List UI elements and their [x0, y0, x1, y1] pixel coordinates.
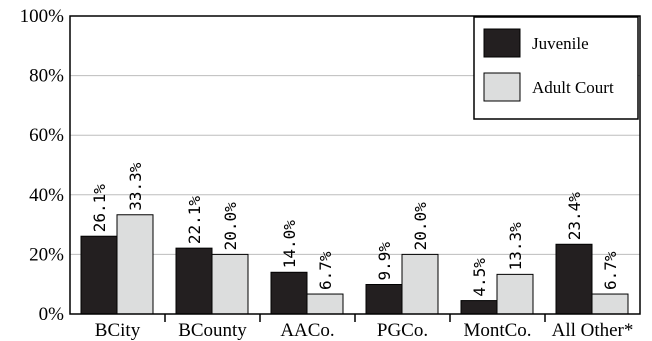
adult-court-bar: [496, 273, 534, 315]
y-tick-label: 0%: [39, 304, 65, 325]
legend-box: [473, 16, 639, 120]
x-axis: BCity BCounty AACo. PGCo. MontCo. All Other*: [95, 314, 634, 341]
data-labels: 26.1% 33.3% 22.1% 20.0% 14.0% 6.7% 9.9% 20.0% 4.…: [90, 162, 620, 296]
y-tick-label: 80%: [29, 66, 64, 87]
juvenile-bar: [555, 243, 593, 315]
juvenile-bar: [270, 271, 308, 315]
y-tick-label: 100%: [20, 6, 65, 27]
y-tick-label: 40%: [29, 185, 64, 206]
juvenile-data-label: 23.4%: [565, 192, 584, 241]
x-category-label: MontCo.: [463, 320, 531, 341]
adult-court-bar: [306, 293, 344, 315]
juvenile-data-label: 22.1%: [185, 196, 204, 245]
bars: [80, 214, 629, 315]
adult-court-bar: [401, 253, 439, 315]
x-category-label: BCity: [95, 320, 141, 341]
juvenile-data-label: 9.9%: [375, 242, 394, 281]
legend: Juvenile Adult Court: [473, 16, 639, 120]
legend-swatch-juvenile: [483, 28, 521, 58]
adult-court-bar: [591, 293, 629, 315]
juvenile-bar: [175, 247, 213, 315]
juvenile-bar: [365, 283, 403, 315]
legend-label-juvenile: Juvenile: [532, 34, 589, 53]
x-category-label: BCounty: [178, 320, 247, 341]
x-category-label: All Other*: [552, 320, 634, 341]
plot-area-border: [69, 15, 641, 315]
juvenile-data-label: 26.1%: [90, 184, 109, 233]
adult-court-bar: [211, 253, 249, 315]
legend-swatch-adult-court: [483, 72, 521, 102]
adult-court-data-label: 20.0%: [411, 202, 430, 251]
adult-court-data-label: 13.3%: [506, 222, 525, 271]
y-axis: 0% 20% 40% 60% 80% 100%: [20, 6, 65, 325]
juvenile-data-label: 4.5%: [470, 258, 489, 297]
adult-court-data-label: 20.0%: [221, 202, 240, 251]
legend-label-adult-court: Adult Court: [532, 78, 614, 97]
y-tick-label: 60%: [29, 125, 64, 146]
y-tick-label: 20%: [29, 244, 64, 265]
x-category-label: PGCo.: [377, 320, 428, 341]
adult-court-data-label: 6.7%: [316, 251, 335, 290]
juvenile-bar: [80, 235, 118, 315]
adult-court-data-label: 33.3%: [126, 162, 145, 211]
adult-court-data-label: 6.7%: [601, 251, 620, 290]
adult-court-bar: [116, 214, 154, 315]
x-category-label: AACo.: [280, 320, 334, 341]
plot-frame: [69, 15, 641, 315]
juvenile-data-label: 14.0%: [280, 220, 299, 269]
juvenile-bar: [460, 300, 498, 315]
